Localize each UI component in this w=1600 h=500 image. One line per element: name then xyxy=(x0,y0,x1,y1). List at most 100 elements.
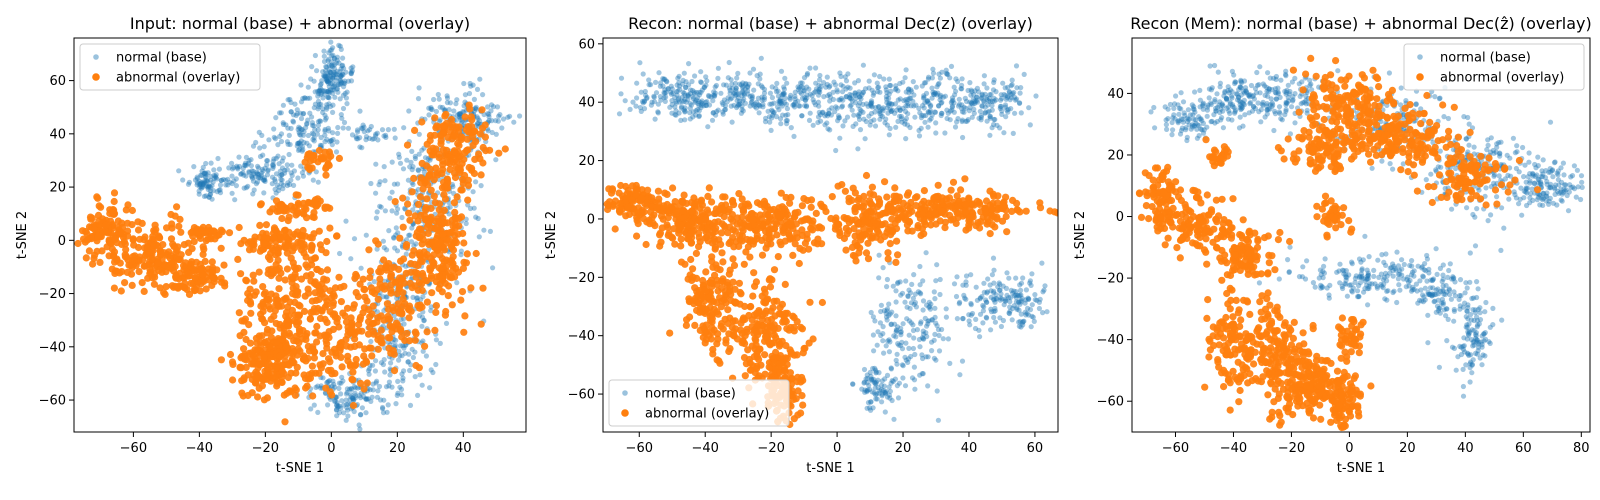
scatter-point xyxy=(284,322,293,330)
scatter-point xyxy=(871,90,877,96)
scatter-point xyxy=(881,178,889,186)
scatter-point xyxy=(714,109,720,115)
scatter-point xyxy=(302,95,308,101)
scatter-point xyxy=(911,377,918,383)
scatter-point xyxy=(350,395,356,401)
scatter-point xyxy=(357,108,363,114)
scatter-point xyxy=(786,199,794,207)
scatter-point xyxy=(849,98,855,104)
scatter-point xyxy=(943,306,949,312)
scatter-point xyxy=(944,71,950,77)
scatter-point xyxy=(260,290,268,298)
scatter-point xyxy=(87,235,95,243)
scatter-point xyxy=(674,82,680,88)
scatter-point xyxy=(423,162,431,170)
scatter-point xyxy=(330,84,336,90)
scatter-point xyxy=(932,305,938,311)
scatter-point xyxy=(392,342,398,348)
scatter-point xyxy=(249,168,255,174)
scatter-point xyxy=(976,115,982,121)
scatter-point xyxy=(807,110,813,116)
scatter-point xyxy=(378,360,384,366)
scatter-point xyxy=(293,363,301,371)
scatter-point xyxy=(102,221,110,230)
scatter-point xyxy=(383,300,391,308)
scatter-point xyxy=(211,235,219,243)
scatter-point xyxy=(811,90,817,96)
scatter-point xyxy=(340,105,347,112)
scatter-point xyxy=(288,109,294,115)
scatter-point xyxy=(887,388,894,394)
scatter-point xyxy=(326,308,334,316)
scatter-point xyxy=(300,132,306,138)
scatter-point xyxy=(328,138,334,144)
scatter-point xyxy=(834,105,840,111)
scatter-point xyxy=(372,368,378,374)
scatter-point xyxy=(903,103,909,109)
scatter-point xyxy=(932,109,939,115)
scatter-point xyxy=(304,120,310,126)
scatter-point xyxy=(310,198,318,206)
scatter-point xyxy=(820,109,826,115)
scatter-point xyxy=(315,122,322,128)
scatter-point xyxy=(997,315,1003,321)
scatter-point xyxy=(1019,319,1026,325)
scatter-point xyxy=(285,329,293,337)
scatter-point xyxy=(927,103,934,109)
scatter-point xyxy=(888,321,894,328)
scatter-point xyxy=(240,236,248,244)
scatter-point xyxy=(738,110,745,116)
scatter-point xyxy=(851,252,859,260)
scatter-point xyxy=(426,147,434,155)
scatter-point xyxy=(828,112,835,118)
scatter-point xyxy=(269,174,276,180)
scatter-point xyxy=(316,104,322,110)
scatter-point xyxy=(324,89,330,95)
scatter-point xyxy=(823,111,829,117)
scatter-point xyxy=(760,197,769,205)
scatter-point xyxy=(1018,110,1024,116)
scatter-point xyxy=(190,238,198,246)
scatter-point xyxy=(993,89,999,95)
scatter-point xyxy=(868,407,874,413)
scatter-point xyxy=(210,179,216,185)
scatter-point xyxy=(337,250,343,257)
scatter-point xyxy=(959,117,966,123)
scatter-point xyxy=(269,205,277,213)
scatter-point xyxy=(151,221,159,229)
scatter-point xyxy=(473,106,479,112)
scatter-point xyxy=(313,338,321,346)
scatter-point xyxy=(91,251,99,259)
scatter-point xyxy=(1011,89,1017,96)
scatter-point xyxy=(870,332,877,338)
scatter-point xyxy=(924,302,930,308)
scatter-point xyxy=(316,101,322,108)
scatter-point xyxy=(428,304,434,310)
scatter-point xyxy=(284,242,292,250)
scatter-point xyxy=(777,98,783,104)
scatter-point xyxy=(668,89,674,95)
scatter-point xyxy=(413,241,419,247)
scatter-point xyxy=(728,77,734,83)
scatter-point xyxy=(394,392,400,398)
scatter-point xyxy=(248,349,256,357)
scatter-point xyxy=(1026,312,1032,318)
scatter-point xyxy=(687,87,694,93)
scatter-point xyxy=(947,360,953,366)
scatter-point xyxy=(912,300,919,306)
scatter-point xyxy=(883,87,889,93)
scatter-point xyxy=(681,98,687,105)
scatter-point xyxy=(202,285,210,293)
scatter-point xyxy=(475,215,481,222)
scatter-point xyxy=(82,228,90,236)
scatter-point xyxy=(866,113,872,119)
scatter-point xyxy=(903,115,910,122)
scatter-point xyxy=(478,106,486,114)
scatter-point xyxy=(326,88,332,94)
scatter-point xyxy=(696,89,702,95)
scatter-point xyxy=(334,86,340,92)
scatter-point xyxy=(374,130,380,136)
scatter-point xyxy=(248,389,256,397)
scatter-point xyxy=(837,97,843,103)
scatter-point xyxy=(895,88,901,94)
